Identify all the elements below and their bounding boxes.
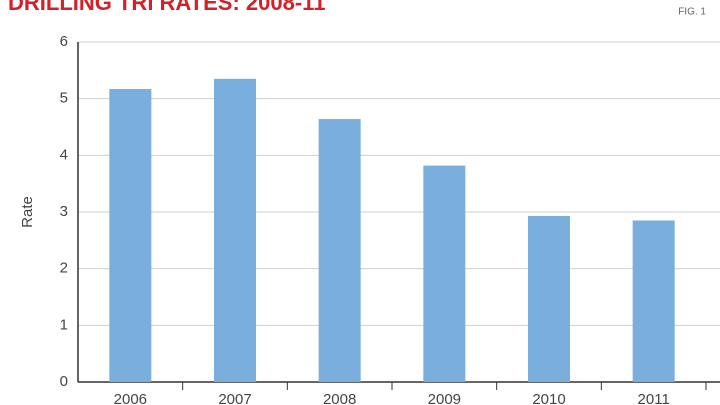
x-tick-label: 2009 xyxy=(428,391,461,405)
y-axis-label: Rate xyxy=(19,196,36,228)
x-tick-label: 2006 xyxy=(114,391,147,405)
bar xyxy=(528,215,570,382)
bar xyxy=(423,165,466,382)
bar xyxy=(318,119,361,383)
y-tick-label: 3 xyxy=(60,203,68,220)
x-tick-label: 2007 xyxy=(218,391,251,405)
bar xyxy=(214,78,256,382)
figure-label: FIG. 1 xyxy=(678,7,706,18)
bar xyxy=(109,89,152,383)
y-tick-label: 1 xyxy=(60,316,68,333)
y-tick-label: 2 xyxy=(60,260,68,277)
y-tick-label: 4 xyxy=(60,146,68,163)
y-tick-label: 0 xyxy=(60,373,68,390)
y-tick-label: 5 xyxy=(60,90,68,107)
x-tick-label: 2011 xyxy=(638,391,670,405)
bar xyxy=(632,220,675,382)
chart-title: DRILLING TRI RATES: 2008-11 xyxy=(8,0,325,15)
x-tick-label: 2010 xyxy=(532,391,565,405)
x-tick-label: 2008 xyxy=(323,391,356,405)
y-tick-label: 6 xyxy=(60,33,68,50)
